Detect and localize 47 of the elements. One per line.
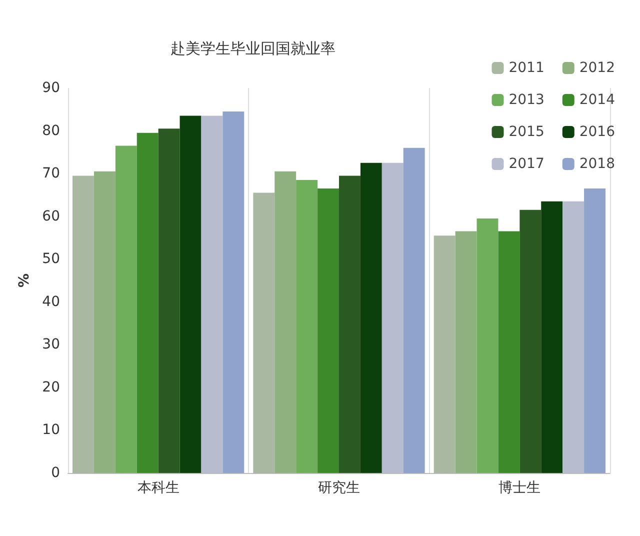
y-tick-label: 30 [42, 336, 60, 353]
bar [222, 112, 244, 473]
y-tick-label: 10 [42, 422, 60, 438]
bar [434, 236, 456, 473]
bar [180, 116, 202, 473]
y-axis-title: % [16, 273, 32, 288]
y-tick-label: 20 [42, 379, 60, 396]
y-tick-label: 80 [42, 122, 60, 139]
legend-label: 2017 [508, 156, 544, 172]
bar [274, 171, 296, 473]
legend-label: 2018 [579, 156, 616, 172]
bar [296, 180, 318, 473]
x-tick-label: 研究生 [318, 480, 360, 496]
bar [498, 231, 520, 473]
bar [253, 192, 275, 473]
bar [476, 218, 498, 473]
y-tick-label: 70 [42, 166, 60, 182]
bar [562, 201, 584, 473]
bar [94, 171, 116, 473]
y-tick-label: 50 [42, 251, 60, 268]
x-tick-label: 博士生 [498, 480, 541, 496]
y-tick-label: 90 [42, 80, 60, 96]
bar [115, 146, 137, 473]
bar [158, 128, 180, 473]
chart-title: 赴美学生毕业回国就业率 [170, 40, 336, 58]
bar [339, 176, 360, 473]
bar [520, 210, 542, 473]
bar [584, 188, 606, 473]
legend-label: 2016 [579, 124, 616, 140]
y-tick-label: 40 [42, 294, 60, 310]
x-tick-label: 本科生 [137, 480, 180, 496]
bar [360, 162, 382, 473]
y-tick-label: 60 [42, 208, 60, 224]
bar [541, 201, 563, 473]
bar [136, 132, 158, 473]
bar [318, 188, 339, 473]
legend-label: 2013 [508, 92, 544, 108]
legend-label: 2011 [508, 60, 544, 76]
legend-label: 2015 [508, 124, 544, 140]
bar [455, 231, 477, 473]
bar [72, 176, 94, 473]
legend-label: 2012 [579, 60, 616, 76]
bar [403, 148, 425, 473]
bar [382, 162, 404, 473]
bar [201, 116, 223, 473]
legend-label: 2014 [579, 92, 616, 108]
y-tick-label: 0 [51, 465, 60, 481]
